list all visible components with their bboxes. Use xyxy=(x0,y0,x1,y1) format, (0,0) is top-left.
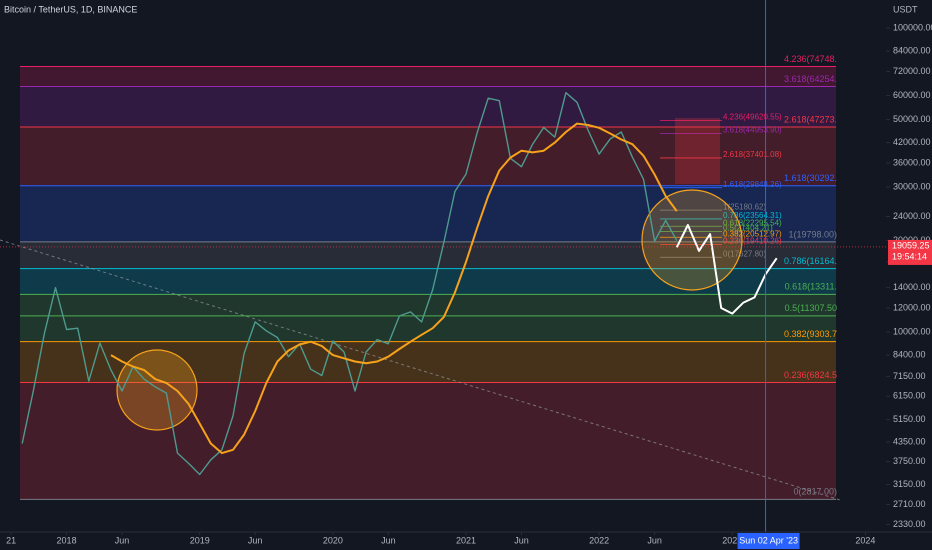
y-tick-label: 30000.00 xyxy=(893,181,931,191)
x-tick-label: 2021 xyxy=(456,535,476,545)
y-tick-label: 12000.00 xyxy=(893,302,931,312)
fib-label: 0.786(16164. xyxy=(784,256,837,266)
fib-band xyxy=(20,185,836,242)
y-tick-label: 4350.00 xyxy=(893,436,926,446)
y-tick-label: 84000.00 xyxy=(893,45,931,55)
price-line xyxy=(675,224,778,315)
y-tick-label: 50000.00 xyxy=(893,114,931,124)
fib-label: 0.382(9303.7 xyxy=(784,329,837,339)
date-marker-box xyxy=(737,533,800,549)
time-axis-panel xyxy=(0,532,932,550)
x-tick-label: 2023 xyxy=(722,535,742,545)
plot-area: 4.236(74748. 3.618(64254. 2.618(47273. 1.61… xyxy=(20,54,837,500)
fib-label: 0.618(13311. xyxy=(785,282,837,292)
fib-label: 1.618(30292. xyxy=(784,173,837,183)
y-tick-label: 6150.00 xyxy=(893,391,926,401)
x-tick-label: 2022 xyxy=(589,535,609,545)
price-line xyxy=(21,92,678,476)
series-lines xyxy=(21,0,778,532)
last-price-box xyxy=(888,239,932,265)
fib-band xyxy=(20,268,836,295)
highlight-circle xyxy=(641,189,743,291)
y-tick-label: 7150.00 xyxy=(893,371,926,381)
small-fib-label: 0.5(21404.21) xyxy=(723,224,773,233)
axes: 100000.00 84000.00 72000.00 60000.00 50000.0… xyxy=(0,22,932,549)
fib-label: 0(2817.00) xyxy=(793,487,837,497)
y-tick-label: 5150.00 xyxy=(893,414,926,424)
price-unit: USDT xyxy=(893,4,918,14)
small-fib-label: 0.382(20512.97) xyxy=(723,229,782,238)
y-tick-label: 14000.00 xyxy=(893,282,931,292)
x-tick-label: 21 xyxy=(6,535,16,545)
fib-band xyxy=(20,126,836,186)
small-fib-label: 1.618(29848.26) xyxy=(723,180,782,189)
x-tick-label: 2018 xyxy=(57,535,77,545)
fib-band xyxy=(20,382,836,500)
y-tick-label: 2330.00 xyxy=(893,519,926,529)
price-axis-panel xyxy=(840,0,932,532)
small-fib-label: 1(25180.62) xyxy=(723,202,766,211)
small-fib-label: 0.618(22295.54) xyxy=(723,218,782,227)
y-tick-label: 100000.00 xyxy=(893,22,932,32)
fib-label: 4.236(74748. xyxy=(784,54,837,64)
x-tick-label: 2024 xyxy=(855,535,875,545)
small-fib-label: 2.618(37401.08) xyxy=(723,150,782,159)
trend-line xyxy=(0,239,841,501)
chart-title: Bitcoin / TetherUS, 1D, BINANCE xyxy=(4,4,137,14)
y-tick-label: 8400.00 xyxy=(893,349,926,359)
last-price-label: 19059.25 xyxy=(892,240,930,250)
small-fib-label: 3.618(44953.90) xyxy=(723,126,782,135)
target-box xyxy=(675,118,720,184)
y-tick-label: 72000.00 xyxy=(893,66,931,76)
y-tick-label: 60000.00 xyxy=(893,90,931,100)
fib-label: 0.5(11307.50 xyxy=(785,303,837,313)
y-tick-label: 42000.00 xyxy=(893,137,931,147)
x-tick-label: 2020 xyxy=(323,535,343,545)
fib-band xyxy=(20,241,836,269)
y-tick-label: 24000.00 xyxy=(893,211,931,221)
x-tick-label: Jun xyxy=(248,535,263,545)
y-tick-label: 10000.00 xyxy=(893,326,931,336)
fib-bands xyxy=(20,66,836,500)
small-fib-label: 0.236(19410.26) xyxy=(723,237,782,246)
y-tick-label: 3150.00 xyxy=(893,479,926,489)
x-tick-label: 2019 xyxy=(190,535,210,545)
small-fib-label: 0.786(23564.31) xyxy=(723,211,782,220)
fib-label: 3.618(64254. xyxy=(784,74,837,84)
y-tick-label: 3750.00 xyxy=(893,456,926,466)
x-tick-label: Jun xyxy=(115,535,130,545)
y-tick-label: 2710.00 xyxy=(893,499,926,509)
small-fib-label: 0(17627.80) xyxy=(723,249,766,258)
fib-label: 1(19798.00) xyxy=(788,229,837,239)
fib-band xyxy=(20,66,836,87)
fib-label: 0.236(6824.5 xyxy=(784,370,837,380)
fib-band xyxy=(20,341,836,383)
x-tick-label: Jun xyxy=(381,535,396,545)
y-tick-label: 36000.00 xyxy=(893,157,931,167)
date-marker-label: Sun 02 Apr '23 xyxy=(739,535,798,545)
countdown-label: 19:54:14 xyxy=(892,251,927,261)
x-tick-label: Jun xyxy=(647,535,662,545)
highlight-circle xyxy=(116,349,198,431)
fib-label: 2.618(47273. xyxy=(784,114,837,124)
fib-band xyxy=(20,315,836,342)
x-tick-label: Jun xyxy=(514,535,529,545)
small-fib-label: 4.236(49620.55) xyxy=(723,113,782,122)
price-line xyxy=(110,122,678,455)
